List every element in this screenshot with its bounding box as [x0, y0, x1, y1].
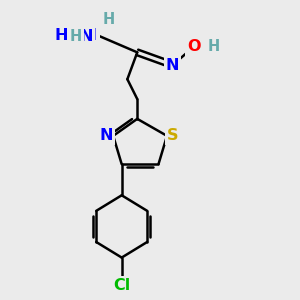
- Text: H: H: [103, 12, 115, 27]
- Text: H: H: [208, 39, 220, 54]
- Text: H—N: H—N: [55, 28, 98, 43]
- Text: O: O: [187, 39, 201, 54]
- Text: N: N: [80, 29, 93, 44]
- Text: H: H: [70, 29, 82, 44]
- Text: Cl: Cl: [113, 278, 130, 293]
- Text: N: N: [166, 58, 179, 73]
- Text: N: N: [100, 128, 113, 143]
- Text: S: S: [167, 128, 178, 143]
